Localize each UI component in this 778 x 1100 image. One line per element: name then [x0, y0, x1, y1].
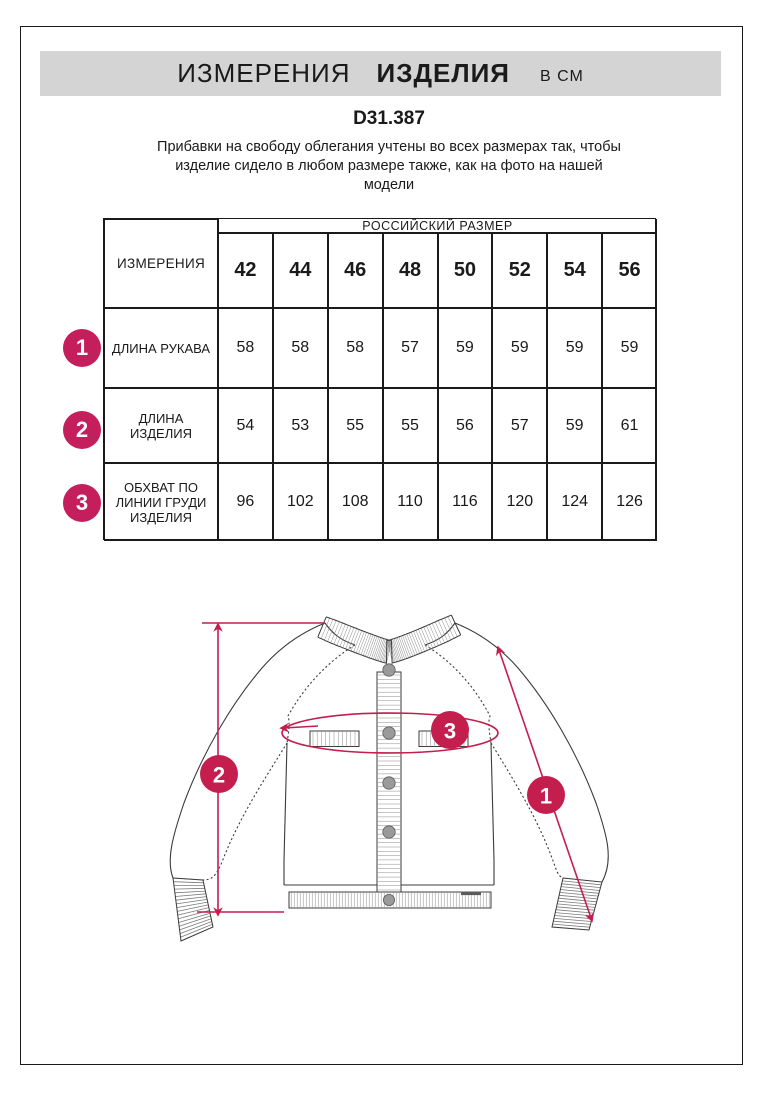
svg-text:1: 1	[540, 784, 552, 809]
svg-text:2: 2	[213, 763, 225, 788]
svg-text:3: 3	[444, 719, 456, 744]
